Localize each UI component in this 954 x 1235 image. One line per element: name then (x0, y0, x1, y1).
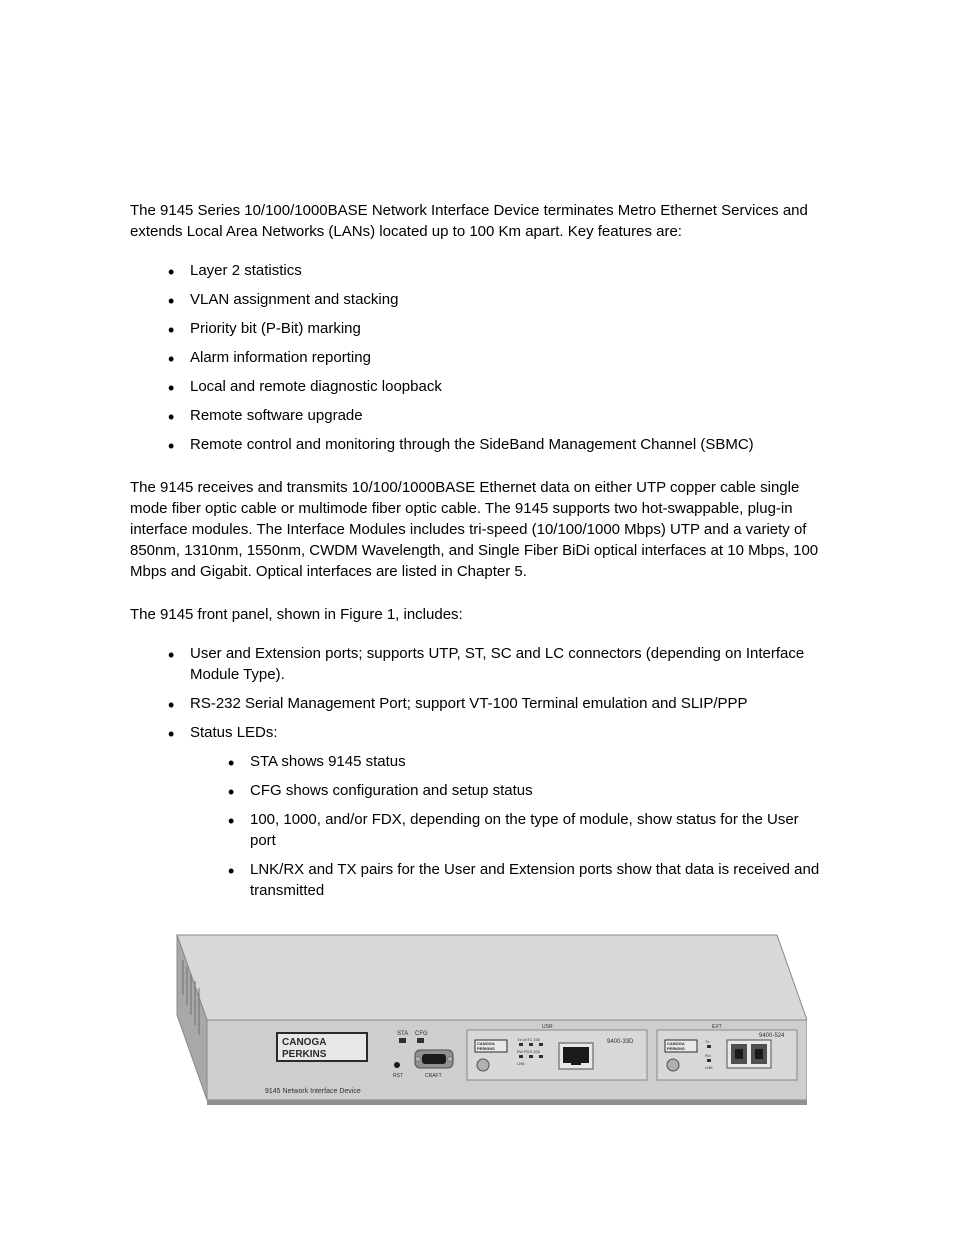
panel-item-text: User and Extension ports; supports UTP, … (190, 645, 804, 683)
svg-text:9400-33D: 9400-33D (607, 1039, 634, 1045)
panel-item: User and Extension ports; supports UTP, … (190, 643, 824, 685)
intro-paragraph: The 9145 Series 10/100/1000BASE Network … (130, 200, 824, 242)
svg-text:EXT: EXT (712, 1024, 722, 1030)
panel-item-text: Status LEDs: (190, 724, 278, 741)
svg-text:Tx: Tx (705, 1039, 709, 1044)
feature-item: Alarm information reporting (190, 347, 824, 368)
svg-text:RST: RST (393, 1073, 403, 1079)
panel-list: User and Extension ports; supports UTP, … (130, 643, 824, 901)
sub-item: CFG shows configuration and setup status (250, 780, 824, 801)
device-label: 9145 Network Interface Device (265, 1088, 361, 1095)
feature-list: Layer 2 statistics VLAN assignment and s… (130, 260, 824, 455)
svg-text:PERKINS: PERKINS (667, 1046, 685, 1051)
svg-text:USR: USR (542, 1024, 553, 1030)
svg-text:LNK: LNK (517, 1061, 525, 1066)
svg-text:Rx/: Rx/ (705, 1053, 712, 1058)
feature-item: Priority bit (P-Bit) marking (190, 318, 824, 339)
description-paragraph: The 9145 receives and transmits 10/100/1… (130, 477, 824, 582)
svg-text:CFG: CFG (415, 1031, 428, 1037)
feature-item: Remote control and monitoring through th… (190, 434, 824, 455)
svg-text:STA: STA (397, 1031, 408, 1037)
svg-text:CRAFT: CRAFT (425, 1073, 442, 1079)
svg-text:9400-524: 9400-524 (759, 1033, 785, 1039)
sub-item: 100, 1000, and/or FDX, depending on the … (250, 809, 824, 851)
svg-text:LNK: LNK (705, 1065, 713, 1070)
sub-item: STA shows 9145 status (250, 751, 824, 772)
panel-item: Status LEDs: STA shows 9145 status CFG s… (190, 722, 824, 901)
panel-intro-paragraph: The 9145 front panel, shown in Figure 1,… (130, 604, 824, 625)
device-illustration: CANOGA PERKINS 9145 Network Interface De… (147, 925, 807, 1120)
feature-item: Local and remote diagnostic loopback (190, 376, 824, 397)
brand-line2: PERKINS (282, 1049, 327, 1060)
svg-text:Rx/ FDX 100: Rx/ FDX 100 (517, 1049, 541, 1054)
feature-item: Remote software upgrade (190, 405, 824, 426)
feature-item: VLAN assignment and stacking (190, 289, 824, 310)
svg-text:Tx In/TC 100: Tx In/TC 100 (517, 1037, 541, 1042)
panel-item-text: RS-232 Serial Management Port; support V… (190, 695, 748, 712)
sub-item: LNK/RX and TX pairs for the User and Ext… (250, 859, 824, 901)
brand-line1: CANOGA (282, 1037, 326, 1048)
svg-text:PERKINS: PERKINS (477, 1046, 495, 1051)
feature-item: Layer 2 statistics (190, 260, 824, 281)
panel-item: RS-232 Serial Management Port; support V… (190, 693, 824, 714)
device-figure: CANOGA PERKINS 9145 Network Interface De… (130, 925, 824, 1120)
sub-list: STA shows 9145 status CFG shows configur… (190, 751, 824, 901)
